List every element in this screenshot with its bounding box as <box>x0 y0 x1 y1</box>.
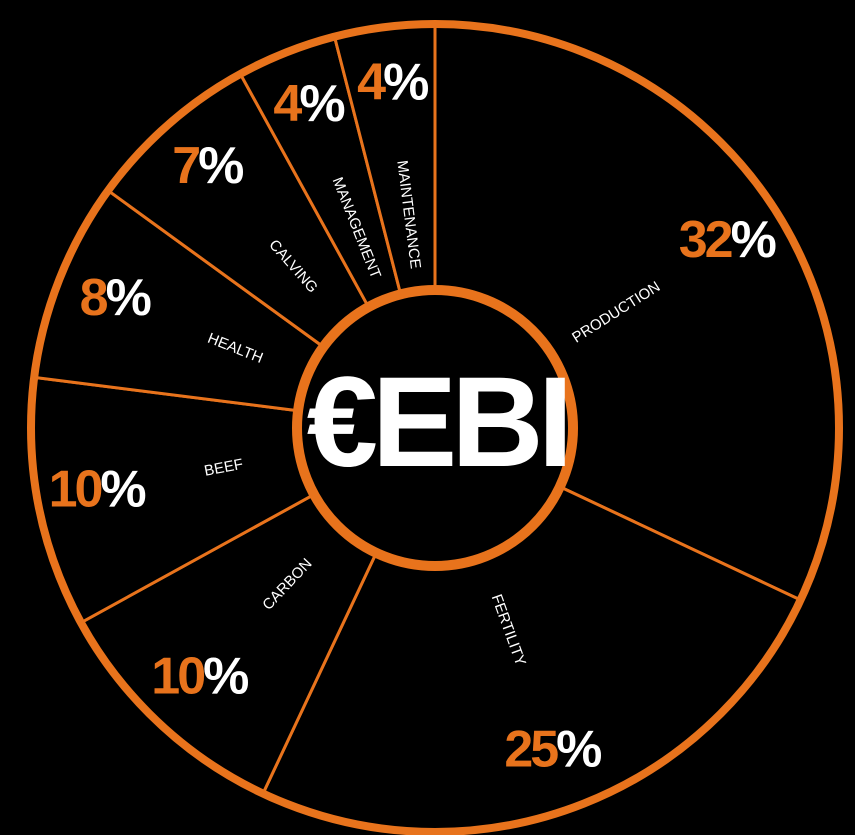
value-number: 4 <box>357 53 386 111</box>
value-unit: % <box>556 720 601 778</box>
value-number: 32 <box>679 211 732 269</box>
chart-title: €EBI <box>307 351 568 494</box>
value-unit: % <box>198 137 243 195</box>
value-label: 32% <box>679 211 776 269</box>
value-unit: % <box>731 211 776 269</box>
value-label: 4% <box>273 75 344 133</box>
value-number: 4 <box>273 75 302 133</box>
value-label: 25% <box>504 720 601 778</box>
value-number: 10 <box>49 460 102 518</box>
inner-ring <box>292 285 578 571</box>
value-unit: % <box>203 647 248 705</box>
value-unit: % <box>100 460 145 518</box>
value-label: 10% <box>49 460 146 518</box>
value-label: 10% <box>151 647 248 705</box>
value-number: 7 <box>172 137 199 195</box>
value-unit: % <box>106 269 151 327</box>
value-label: 7% <box>172 137 243 195</box>
value-label: 8% <box>80 269 151 327</box>
value-number: 8 <box>80 269 108 327</box>
value-unit: % <box>383 53 428 111</box>
outer-ring <box>27 20 843 835</box>
value-label: 4% <box>357 53 428 111</box>
value-number: 10 <box>151 647 204 705</box>
value-unit: % <box>299 75 344 133</box>
value-number: 25 <box>504 720 558 778</box>
